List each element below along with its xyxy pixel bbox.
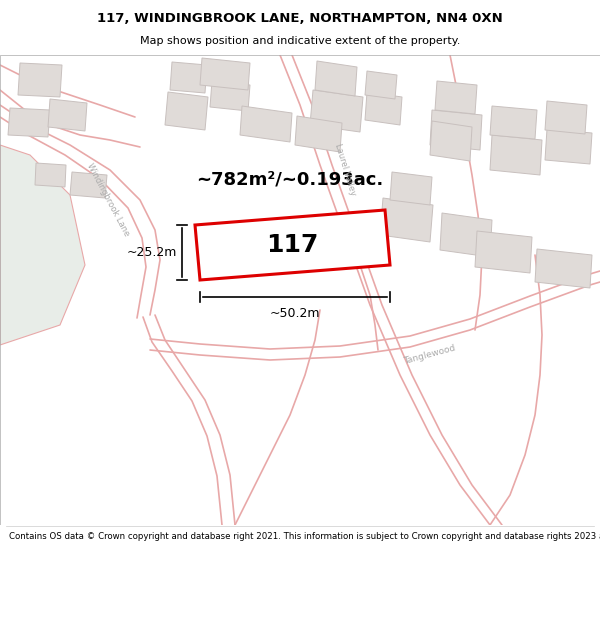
Text: Contains OS data © Crown copyright and database right 2021. This information is : Contains OS data © Crown copyright and d… — [9, 532, 600, 541]
Polygon shape — [295, 116, 342, 152]
Polygon shape — [210, 81, 250, 111]
Polygon shape — [490, 135, 542, 175]
Text: ~50.2m: ~50.2m — [270, 307, 320, 320]
Text: Map shows position and indicative extent of the property.: Map shows position and indicative extent… — [140, 36, 460, 46]
Text: 117: 117 — [266, 233, 319, 257]
Polygon shape — [165, 92, 208, 130]
Polygon shape — [35, 163, 66, 187]
Polygon shape — [0, 145, 85, 345]
Text: 117, WINDINGBROOK LANE, NORTHAMPTON, NN4 0XN: 117, WINDINGBROOK LANE, NORTHAMPTON, NN4… — [97, 12, 503, 25]
Text: Laurel Valley: Laurel Valley — [333, 143, 357, 197]
Polygon shape — [390, 172, 432, 205]
Polygon shape — [195, 210, 390, 280]
Polygon shape — [475, 231, 532, 273]
Polygon shape — [535, 249, 592, 288]
Polygon shape — [315, 61, 357, 96]
Polygon shape — [430, 121, 472, 161]
Polygon shape — [48, 99, 87, 131]
Polygon shape — [18, 63, 62, 97]
Polygon shape — [490, 106, 537, 139]
Polygon shape — [365, 92, 402, 125]
Polygon shape — [545, 101, 587, 134]
Polygon shape — [365, 71, 397, 99]
Polygon shape — [440, 213, 492, 257]
Polygon shape — [310, 90, 363, 132]
Text: ~25.2m: ~25.2m — [127, 246, 177, 259]
Polygon shape — [435, 81, 477, 114]
Polygon shape — [70, 172, 107, 198]
Text: Windingbrook Lane: Windingbrook Lane — [85, 162, 131, 238]
Text: ~782m²/~0.193ac.: ~782m²/~0.193ac. — [196, 171, 383, 189]
Polygon shape — [380, 198, 433, 242]
Polygon shape — [240, 106, 292, 142]
Polygon shape — [545, 129, 592, 164]
Polygon shape — [200, 58, 250, 90]
Text: Tanglewood: Tanglewood — [403, 344, 457, 366]
Polygon shape — [430, 110, 482, 150]
Polygon shape — [170, 62, 207, 93]
Polygon shape — [8, 108, 50, 137]
